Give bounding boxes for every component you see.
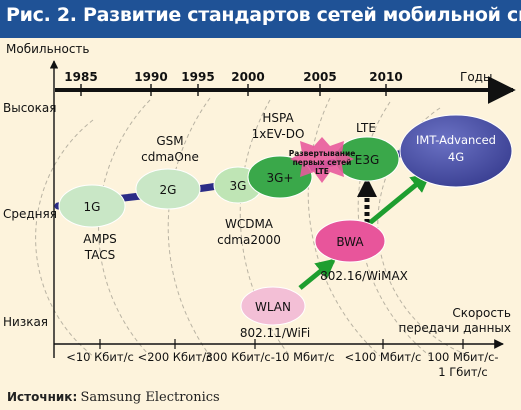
figure-title: Рис. 2. Развитие стандартов сетей мобиль… <box>6 4 521 26</box>
lte-star-line3: LTE <box>315 167 329 176</box>
node-1g: 1G <box>58 184 126 228</box>
lte-star-shape <box>290 137 354 183</box>
caption-amps: AMPS <box>83 232 116 246</box>
caption-wimax: 802.16/WiMAX <box>320 269 408 283</box>
time-axis-ticks <box>80 84 387 96</box>
node-bwa-label: BWA <box>336 235 364 249</box>
source-note: Источник: Samsung Electronics <box>7 389 220 405</box>
x-axis-label-line2: передачи данных <box>399 321 512 335</box>
node-bwa: BWA <box>314 219 386 263</box>
x-axis-tick-label: 300 Кбит/с-10 Мбит/с <box>205 350 334 364</box>
time-axis-year: 1990 <box>134 70 167 84</box>
caption-cdma2000: cdma2000 <box>217 233 281 247</box>
y-level-medium: Средняя <box>3 207 57 221</box>
x-axis-tick-label: <100 Мбит/с <box>345 350 422 364</box>
caption-wcdma: WCDMA <box>225 217 274 231</box>
y-level-high: Высокая <box>3 101 56 115</box>
title-bar: Рис. 2. Развитие стандартов сетей мобиль… <box>0 0 521 38</box>
node-imt-label-line1: IMT-Advanced <box>416 133 496 147</box>
lte-star-line1: Развертывание <box>289 149 356 158</box>
x-axis-tick-label: <10 Кбит/с <box>66 350 134 364</box>
node-3gplus-label: 3G+ <box>267 171 294 185</box>
node-1g-shape <box>58 184 126 228</box>
time-axis-year: 1985 <box>64 70 97 84</box>
bwa-to-imt-arrow <box>364 172 432 228</box>
source-value: Samsung Electronics <box>80 390 220 405</box>
node-3gplus: 3G+ <box>247 155 313 199</box>
node-e3g-label: E3G <box>355 153 380 167</box>
node-2g-shape <box>135 168 201 210</box>
time-axis-year: 2000 <box>231 70 264 84</box>
node-bwa-shape <box>314 219 386 263</box>
time-axis-year: 2010 <box>369 70 402 84</box>
caption-wifi: 802.11/WiFi <box>240 326 310 340</box>
lte-star-line2: первых сетей <box>293 158 352 167</box>
x-axis-tick-label: 100 Мбит/с- <box>427 350 498 364</box>
caption-1xevdo: 1xEV-DO <box>252 127 305 141</box>
node-wlan: WLAN <box>240 286 306 326</box>
time-axis-year: 1995 <box>181 70 214 84</box>
lte-deployment-star: Развертывание первых сетей LTE <box>289 137 356 183</box>
node-wlan-label: WLAN <box>255 300 291 314</box>
caption-hspa: HSPA <box>262 111 294 125</box>
node-2g: 2G <box>135 168 201 210</box>
time-axis-year: 2005 <box>303 70 336 84</box>
y-level-low: Низкая <box>3 315 48 329</box>
node-wlan-shape <box>240 286 306 326</box>
x-axis-label-line1: Скорость <box>452 306 511 320</box>
node-e3g: E3G <box>334 136 400 182</box>
wlan-to-bwa-arrow <box>298 258 337 290</box>
y-axis-label: Мобильность <box>6 42 89 56</box>
caption-lte: LTE <box>356 121 376 135</box>
caption-cdmaone: cdmaOne <box>141 150 199 164</box>
x-axis-tick-label: 1 Гбит/с <box>438 365 487 379</box>
node-imt-shape <box>399 114 513 188</box>
node-3gplus-shape <box>247 155 313 199</box>
source-label: Источник: <box>7 390 78 404</box>
x-axis-tick-label: <200 Кбит/с <box>138 350 213 364</box>
node-1g-label: 1G <box>84 200 101 214</box>
caption-tacs: TACS <box>84 248 115 262</box>
node-imt-advanced: IMT-Advanced 4G <box>399 114 513 188</box>
evolution-diagram: Мобильность Высокая Средняя Низкая 1985 … <box>3 42 516 379</box>
node-imt-label-line2: 4G <box>448 150 464 164</box>
x-axis-ticks <box>99 339 464 349</box>
node-3g-label: 3G <box>230 179 247 193</box>
node-2g-label: 2G <box>160 183 177 197</box>
time-axis-label: Годы <box>460 70 492 84</box>
caption-gsm: GSM <box>156 134 183 148</box>
